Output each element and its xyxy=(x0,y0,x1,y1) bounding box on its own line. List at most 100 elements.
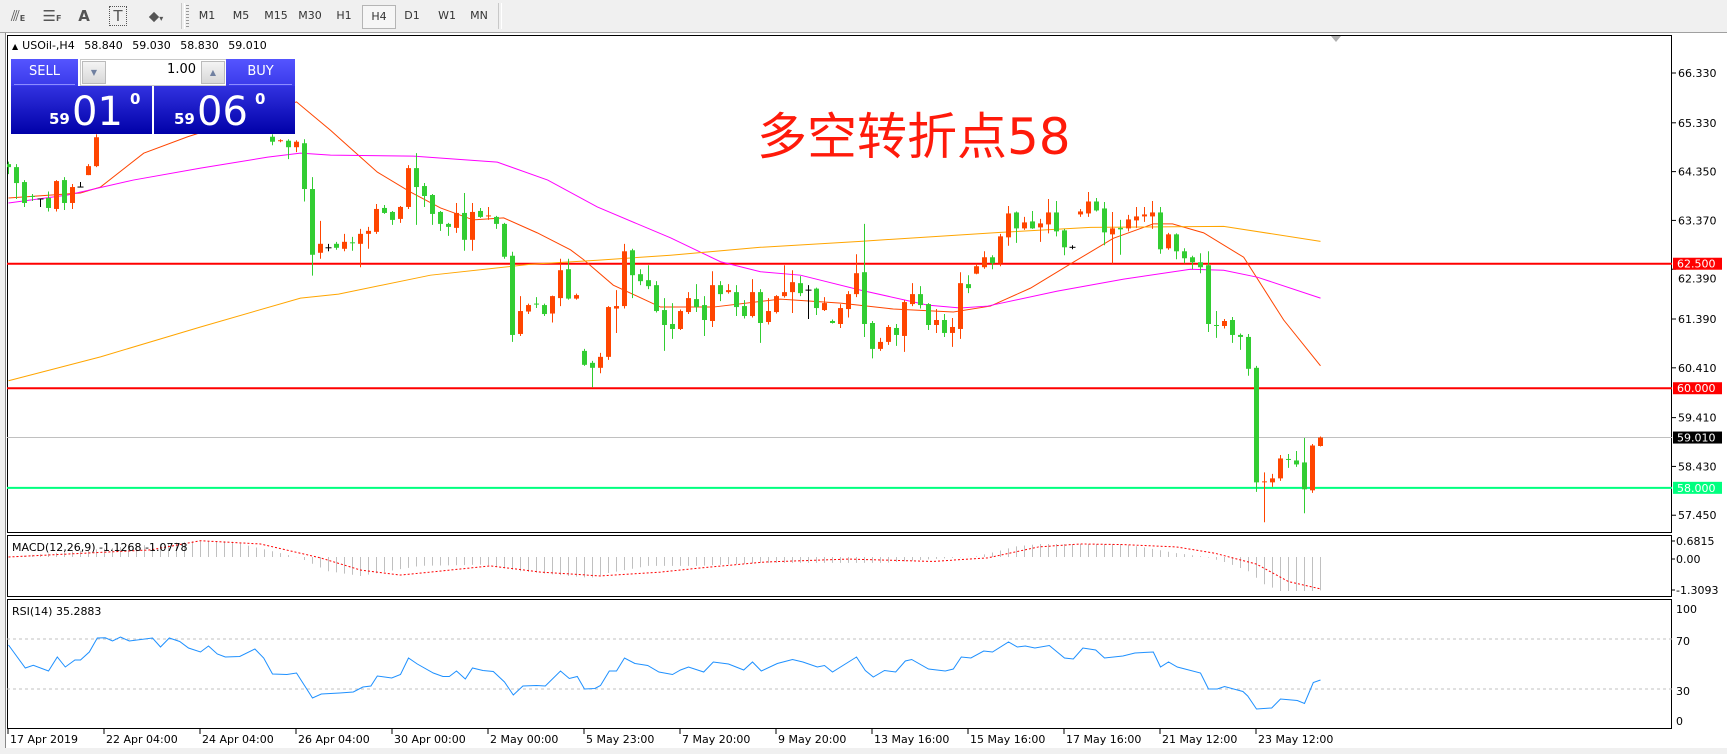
macd-axis-label: 0.00 xyxy=(1676,553,1701,566)
elliott-wave-icon[interactable]: ⫻E xyxy=(6,6,30,26)
lot-input[interactable]: 1.00 xyxy=(167,62,196,77)
candle-body xyxy=(606,307,611,357)
price-axis: 66.330 65.330 64.350 63.370 62.390 61.390 60.4… xyxy=(1672,67,1722,522)
timeframe-d1[interactable]: D1 xyxy=(404,9,420,22)
candle xyxy=(582,348,587,366)
candle-body xyxy=(414,168,419,188)
buy-button[interactable]: BUY xyxy=(226,59,295,86)
candle xyxy=(1246,333,1251,376)
candle-body xyxy=(878,341,883,349)
sell-button[interactable]: SELL xyxy=(11,59,78,86)
candle-body xyxy=(750,292,755,317)
candle xyxy=(766,298,771,325)
candle xyxy=(1078,208,1083,217)
timeframe-m1[interactable]: M1 xyxy=(198,9,216,22)
candle xyxy=(782,265,787,298)
candle xyxy=(694,284,699,313)
candle xyxy=(46,191,51,212)
candle xyxy=(734,285,739,317)
candle-body xyxy=(86,166,91,176)
price-tick-label: 62.390 xyxy=(1678,273,1717,286)
candle xyxy=(1142,206,1147,222)
candle-body xyxy=(310,189,315,255)
candle xyxy=(342,233,347,252)
rsi-label: RSI(14) 35.2883 xyxy=(12,605,101,618)
candle xyxy=(870,321,875,359)
arrows-icon[interactable]: ⬥▾ xyxy=(140,6,172,26)
candle xyxy=(702,296,707,336)
candle-body xyxy=(846,294,851,310)
candle-body xyxy=(798,283,803,294)
timeframe-m15[interactable]: M15 xyxy=(264,9,288,22)
candle xyxy=(805,285,812,320)
candle-body xyxy=(270,136,275,142)
candle-body xyxy=(726,290,731,293)
candle xyxy=(1030,210,1035,229)
chart-shift-marker-icon[interactable] xyxy=(1331,36,1341,42)
candle-body xyxy=(62,180,67,203)
text-label-icon[interactable]: T xyxy=(106,6,130,26)
candle xyxy=(598,352,603,374)
price-tick-label: 60.410 xyxy=(1678,362,1717,375)
candle-body xyxy=(790,282,795,293)
timeframe-w1[interactable]: W1 xyxy=(438,9,456,22)
timeframe-mn[interactable]: MN xyxy=(470,9,488,22)
candle-body xyxy=(302,143,307,190)
timeframe-m5[interactable]: M5 xyxy=(232,9,250,22)
timeframe-m30[interactable]: M30 xyxy=(298,9,322,22)
lot-increase-icon[interactable]: ▲ xyxy=(201,61,225,84)
candle-body xyxy=(438,211,443,224)
symbol-label: USOil-,H4 xyxy=(22,39,75,52)
candle xyxy=(382,204,387,214)
time-axis-label: 26 Apr 04:00 xyxy=(298,733,370,746)
sell-price-box[interactable]: 59 01 0 xyxy=(11,86,152,134)
candle xyxy=(1006,205,1011,246)
candle-body xyxy=(1062,230,1067,248)
buy-price-box[interactable]: 59 06 0 xyxy=(154,86,295,134)
candle-body xyxy=(918,294,923,306)
toolbar-grip[interactable] xyxy=(186,5,189,27)
candle xyxy=(14,164,19,199)
candle xyxy=(830,319,835,324)
candle xyxy=(1318,436,1323,447)
candle xyxy=(814,287,819,316)
candle xyxy=(1222,319,1227,329)
candle-body xyxy=(518,311,523,334)
timeframe-h4[interactable]: H4 xyxy=(362,5,396,29)
candle-body xyxy=(566,269,571,299)
lot-decrease-icon[interactable]: ▼ xyxy=(82,61,106,84)
candle xyxy=(942,314,947,337)
candle xyxy=(718,281,723,302)
candle xyxy=(958,272,963,339)
candle-body xyxy=(398,206,403,219)
timeframe-h1[interactable]: H1 xyxy=(336,9,352,22)
time-axis: 17 Apr 2019 22 Apr 04:00 24 Apr 04:00 26 Ap… xyxy=(7,729,1333,746)
candle-body xyxy=(1158,212,1163,250)
candle xyxy=(286,139,291,160)
time-axis-label: 24 Apr 04:00 xyxy=(202,733,274,746)
candle xyxy=(430,194,435,225)
chart-window[interactable] xyxy=(5,33,1727,748)
candle-body xyxy=(1118,227,1123,230)
price-tick-label: 66.330 xyxy=(1678,67,1717,80)
candle-body xyxy=(382,207,387,213)
candle-body xyxy=(654,285,659,312)
candle xyxy=(1022,216,1027,230)
candle xyxy=(454,202,459,233)
candle-body xyxy=(558,270,563,299)
candle xyxy=(37,198,44,207)
candle-body xyxy=(926,304,931,325)
price-tick-label: 61.390 xyxy=(1678,313,1717,326)
candle xyxy=(1198,253,1203,274)
candle xyxy=(470,202,475,251)
text-icon[interactable]: A xyxy=(72,6,96,26)
chart-annotation-text[interactable]: 多空转折点58 xyxy=(757,108,1071,166)
rsi-axis-label: 100 xyxy=(1676,603,1697,616)
time-axis-label: 22 Apr 04:00 xyxy=(106,733,178,746)
collapse-triangle-icon[interactable]: ▲ xyxy=(12,42,19,51)
candle xyxy=(70,184,75,209)
candle xyxy=(1278,454,1283,481)
fibonacci-lines-icon[interactable]: ☰F xyxy=(40,6,64,26)
candle-body xyxy=(1310,445,1315,491)
